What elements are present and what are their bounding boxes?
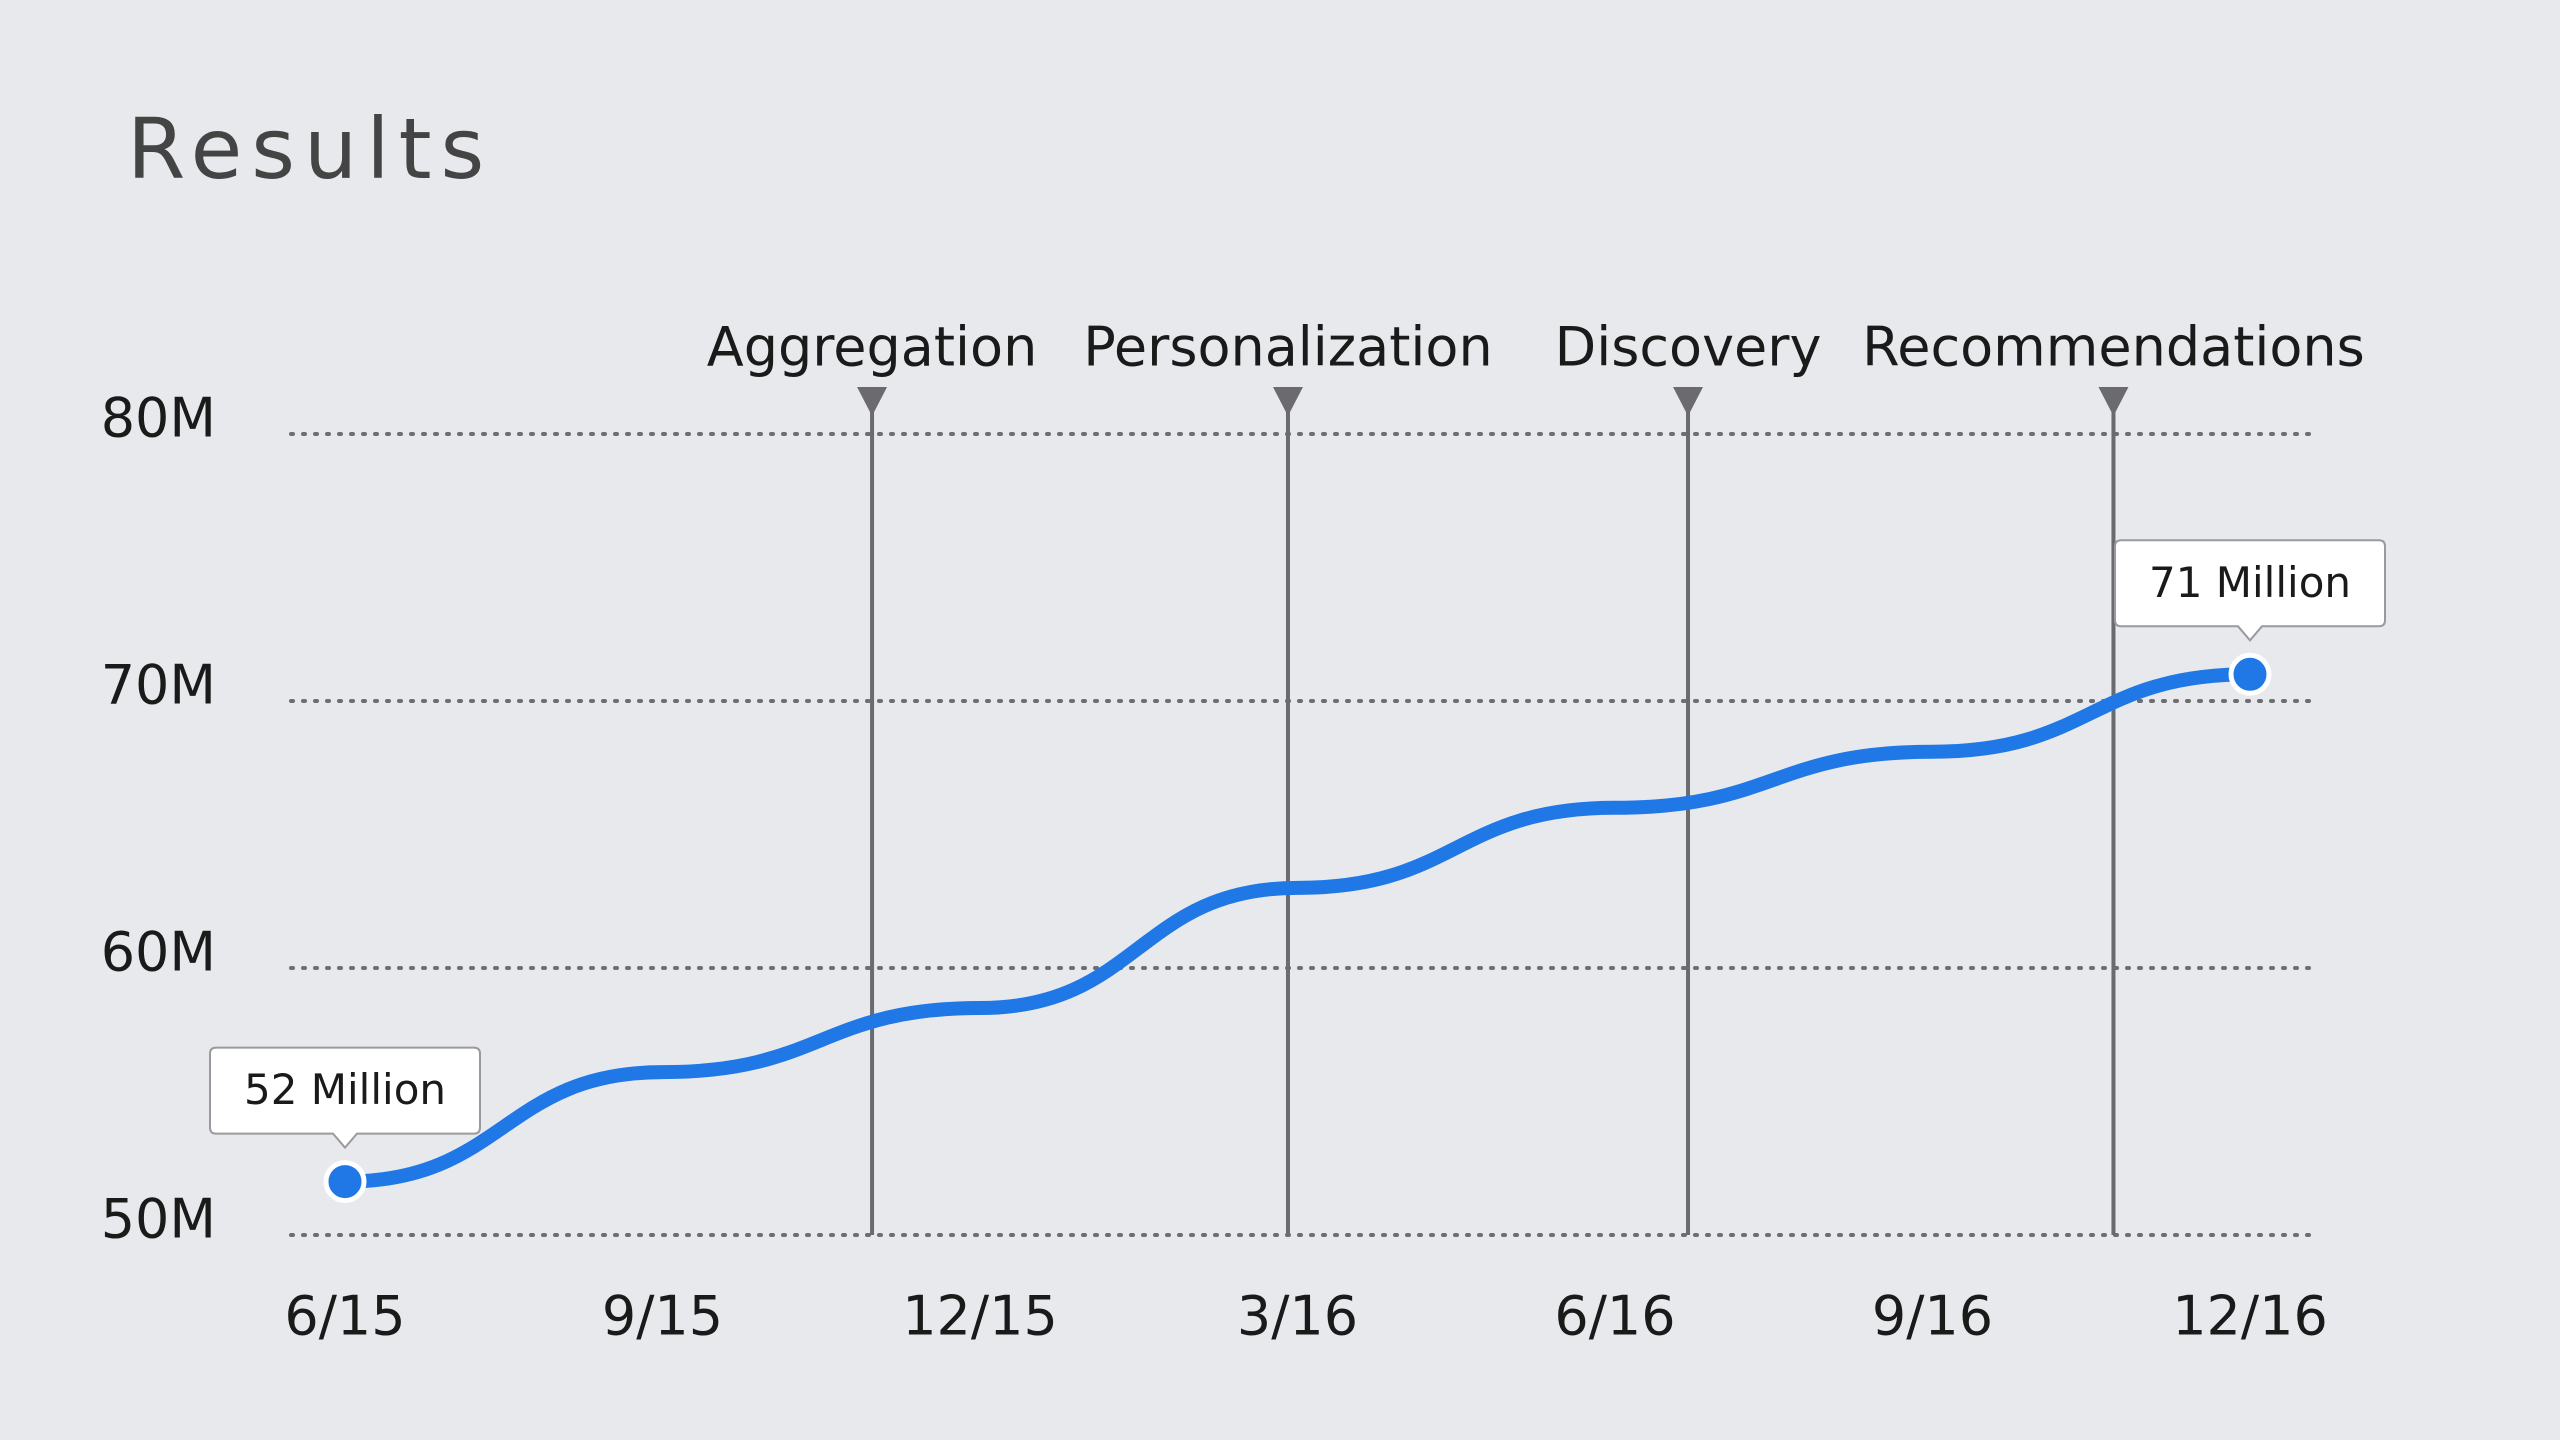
milestone-marker	[1673, 387, 1704, 416]
x-tick-label: 6/15	[284, 1285, 405, 1348]
x-tick-label: 12/16	[2172, 1285, 2328, 1348]
y-tick-label: 60M	[101, 921, 216, 984]
x-tick-label: 3/16	[1237, 1285, 1358, 1348]
data-line	[338, 667, 2257, 1189]
chart-title: Results	[127, 100, 493, 198]
data-point	[323, 1160, 367, 1204]
x-tick-label: 9/15	[602, 1285, 723, 1348]
y-tick-label: 70M	[101, 654, 216, 717]
tooltip-box	[209, 1046, 481, 1150]
tooltip-label: 52 Million	[244, 1065, 446, 1114]
x-tick-label: 9/16	[1872, 1285, 1993, 1348]
y-tick-label: 80M	[101, 387, 216, 450]
milestone-marker	[857, 387, 888, 416]
tooltip-label: 71 Million	[2149, 558, 2351, 607]
tooltip-box	[2114, 539, 2386, 642]
milestone-label: Aggregation	[707, 316, 1038, 379]
milestone-label: Recommendations	[1862, 316, 2365, 379]
milestone-label: Discovery	[1555, 316, 1822, 379]
milestone-marker	[1272, 387, 1303, 416]
x-tick-label: 12/15	[902, 1285, 1058, 1348]
milestone-marker	[2098, 387, 2129, 416]
x-tick-label: 6/16	[1554, 1285, 1675, 1348]
milestone-label: Personalization	[1083, 316, 1492, 379]
data-point	[2228, 652, 2272, 696]
y-tick-label: 50M	[101, 1188, 216, 1251]
